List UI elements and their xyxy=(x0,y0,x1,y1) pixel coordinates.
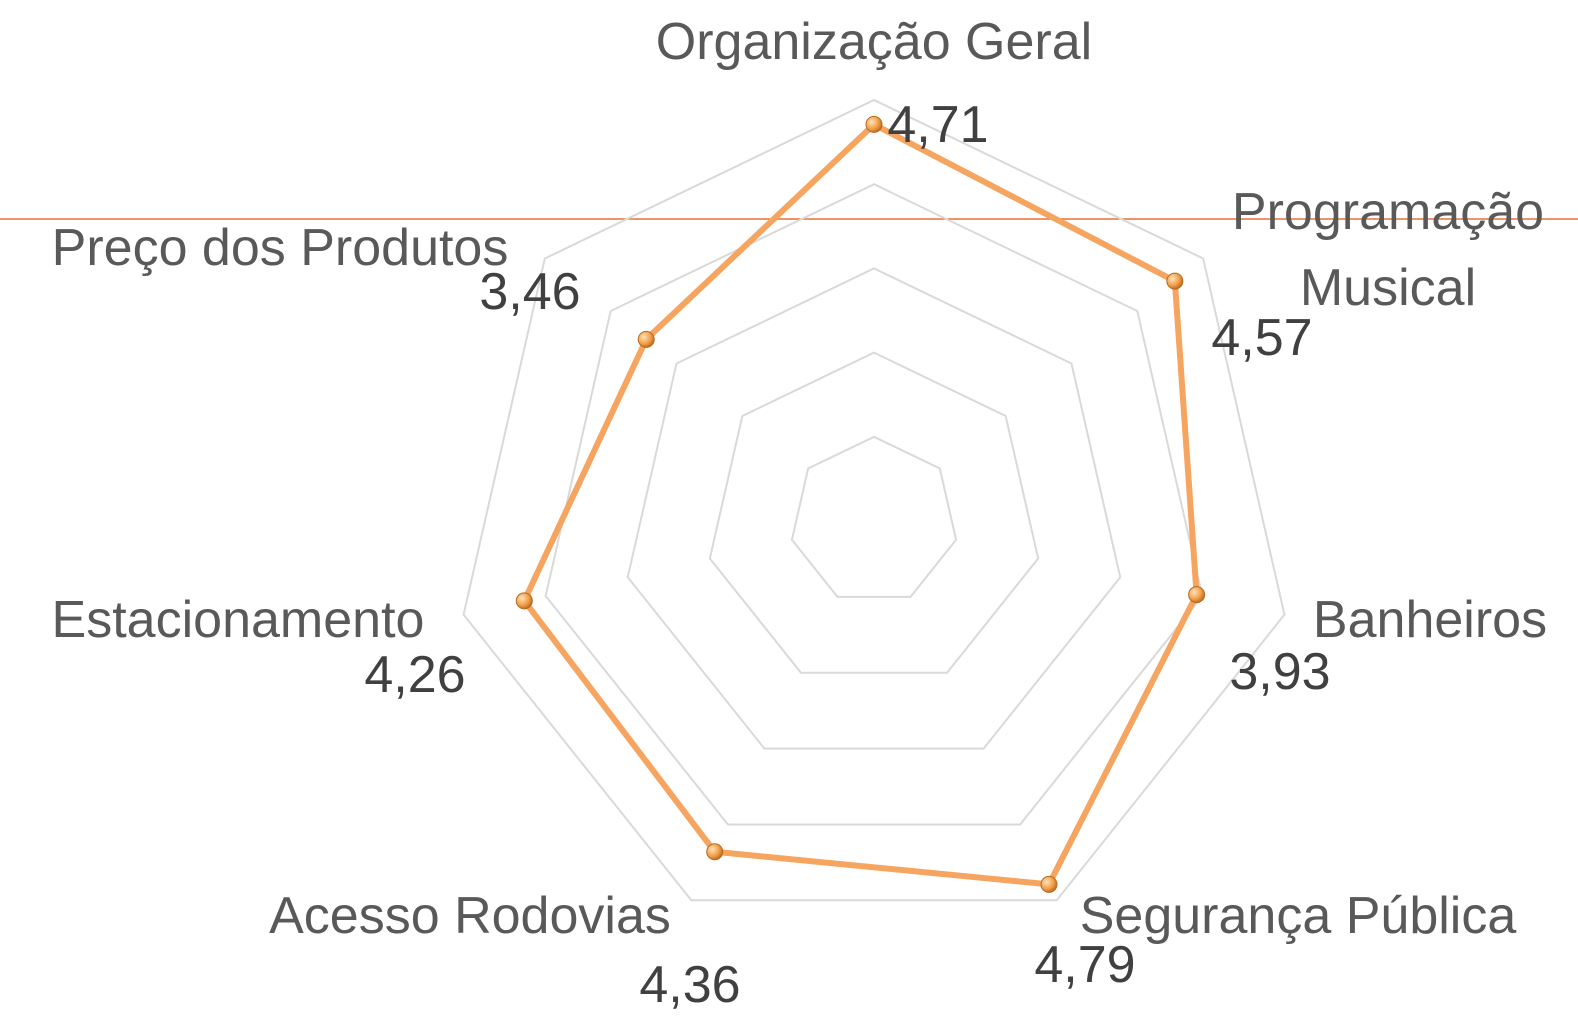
grid-ring xyxy=(708,351,1040,674)
category-label: Organização Geral xyxy=(655,13,1093,71)
grid-ring xyxy=(462,98,1286,902)
value-label: 3,93 xyxy=(1229,643,1331,701)
marker xyxy=(865,115,883,133)
value-label: 4,36 xyxy=(639,956,741,1014)
value-label: 4,79 xyxy=(1034,936,1136,994)
marker xyxy=(1040,875,1058,893)
marker xyxy=(1166,272,1184,290)
category-label: Acesso Rodovias xyxy=(269,887,671,945)
value-label: 4,57 xyxy=(1211,309,1313,367)
grid-ring xyxy=(626,267,1122,750)
category-label: Segurança Pública xyxy=(1079,887,1517,945)
value-label: 3,46 xyxy=(479,263,581,321)
category-label: Programação Musical xyxy=(1231,183,1545,317)
series-line xyxy=(521,121,1200,888)
value-label: 4,26 xyxy=(364,646,466,704)
value-label: 4,71 xyxy=(887,96,989,154)
category-label: Banheiros xyxy=(1312,591,1548,649)
marker xyxy=(1188,586,1206,604)
marker xyxy=(706,843,724,861)
category-label: Estacionamento xyxy=(51,591,425,649)
marker xyxy=(637,330,655,348)
grid-ring xyxy=(544,183,1204,826)
marker xyxy=(515,592,533,610)
grid-ring xyxy=(790,435,958,598)
category-label: Preço dos Produtos xyxy=(51,219,509,277)
